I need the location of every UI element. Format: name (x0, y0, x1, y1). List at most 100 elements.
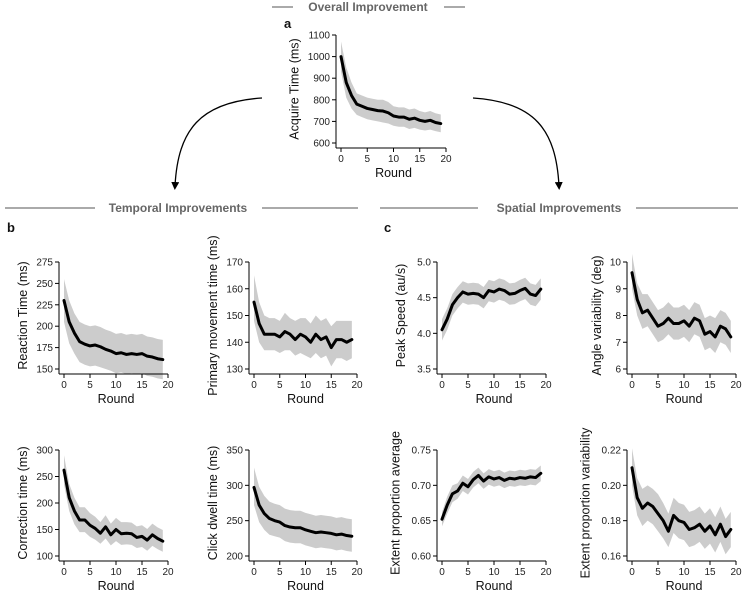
x-tick-label: 15 (136, 380, 148, 391)
mean-line (440, 471, 543, 521)
y-tick-label: 250 (226, 516, 243, 527)
x-tick-label: 5 (87, 380, 93, 391)
confidence-band (254, 275, 352, 367)
y-tick-label: 9 (615, 284, 621, 295)
y-tick-label: 160 (226, 284, 243, 295)
x-tick-label: 0 (251, 567, 257, 578)
x-tick-label: 5 (655, 380, 661, 391)
x-tick-label: 10 (488, 380, 500, 391)
x-tick-label: 15 (414, 154, 426, 165)
confidence-band (64, 279, 163, 380)
x-tick-label: 5 (277, 567, 283, 578)
y-tick-label: 0.20 (602, 481, 622, 492)
mean-line (440, 286, 543, 332)
y-tick-label: 10 (610, 258, 622, 269)
y-axis-title: Primary movement time (ms) (206, 235, 220, 395)
y-tick-label: 0.60 (412, 552, 432, 563)
arrow-to-spatial (472, 97, 563, 190)
panel-letter-a: a (284, 16, 292, 31)
y-tick-label: 0.22 (602, 446, 622, 457)
y-tick-label: 275 (36, 258, 53, 269)
x-tick-label: 0 (338, 154, 344, 165)
y-tick-label: 700 (313, 117, 330, 128)
x-tick-label: 10 (110, 567, 122, 578)
y-axis-title: Acquire Time (ms) (288, 38, 302, 139)
confidence-band (64, 455, 163, 552)
y-tick-label: 0.16 (602, 552, 622, 563)
mean-line (339, 55, 443, 126)
x-tick-label: 10 (300, 567, 312, 578)
x-tick-label: 20 (351, 567, 363, 578)
y-tick-label: 4.0 (417, 329, 431, 340)
y-tick-label: 200 (226, 552, 243, 563)
x-tick-label: 0 (439, 567, 445, 578)
chart-correction-time: 0 5 10 15 20 100 150 200 250 300 Round Correction t… (16, 446, 174, 592)
section-temporal-header: Temporal Improvements b (5, 201, 358, 235)
x-tick-label: 20 (162, 567, 174, 578)
mean-line (252, 300, 354, 350)
y-tick-label: 300 (36, 446, 53, 457)
chart-acquire-time: 0 5 10 15 20 600 700 800 900 1000 1100 Round Acquire… (288, 31, 452, 181)
x-tick-label: 20 (730, 380, 742, 391)
x-tick-label: 15 (326, 380, 338, 391)
y-tick-label: 1000 (308, 52, 331, 63)
x-tick-label: 20 (162, 380, 174, 391)
y-tick-label: 800 (313, 95, 330, 106)
x-tick-label: 15 (704, 380, 716, 391)
y-tick-label: 225 (36, 300, 53, 311)
x-tick-label: 5 (465, 380, 471, 391)
x-tick-label: 15 (514, 380, 526, 391)
panel-letter-b: b (7, 220, 15, 235)
x-tick-label: 0 (629, 567, 635, 578)
x-tick-label: 20 (440, 154, 452, 165)
y-axis-title: Extent proportion variability (579, 427, 593, 579)
y-tick-label: 350 (226, 446, 243, 457)
x-tick-label: 10 (488, 567, 500, 578)
x-axis-title: Round (375, 166, 412, 180)
x-tick-label: 20 (540, 567, 552, 578)
x-tick-label: 0 (439, 380, 445, 391)
mean-line (62, 468, 165, 543)
y-axis-title: Reaction Time (ms) (16, 261, 30, 369)
x-tick-label: 0 (251, 380, 257, 391)
x-tick-label: 0 (61, 567, 67, 578)
y-axis-title: Extent proportion average (389, 431, 403, 575)
temporal-title: Temporal Improvements (109, 201, 248, 215)
x-tick-label: 5 (87, 567, 93, 578)
y-tick-label: 250 (36, 279, 53, 290)
x-tick-label: 5 (277, 380, 283, 391)
confidence-band (254, 467, 352, 552)
y-axis-title: Peak Speed (au/s) (394, 264, 408, 368)
x-tick-label: 10 (678, 380, 690, 391)
x-tick-label: 20 (351, 380, 363, 391)
y-tick-label: 4.5 (417, 293, 431, 304)
mean-line (252, 485, 354, 538)
spatial-title: Spatial Improvements (497, 201, 622, 215)
y-tick-label: 8 (615, 311, 621, 322)
x-axis-title: Round (476, 579, 513, 592)
mean-line (62, 299, 165, 362)
y-tick-label: 250 (36, 472, 53, 483)
x-tick-label: 10 (300, 380, 312, 391)
chart-extent-proportion-average: 0 5 10 15 20 0.60 0.65 0.70 0.75 Round Extent prop… (389, 431, 552, 592)
overall-title: Overall Improvement (308, 0, 427, 14)
arrow-to-temporal (171, 97, 263, 190)
x-tick-label: 15 (514, 567, 526, 578)
chart-peak-speed: 0 5 10 15 20 3.5 4.0 4.5 5.0 Round Peak Speed (au/… (394, 258, 552, 407)
y-tick-label: 300 (226, 481, 243, 492)
confidence-band (442, 277, 541, 341)
chart-extent-proportion-variability: 0 5 10 15 20 0.16 0.18 0.20 0.22 Round Extent prop… (579, 427, 742, 592)
y-tick-label: 150 (226, 311, 243, 322)
y-tick-label: 0.65 (412, 516, 432, 527)
x-axis-title: Round (287, 579, 324, 592)
x-tick-label: 15 (136, 567, 148, 578)
x-tick-label: 5 (364, 154, 370, 165)
x-tick-label: 15 (326, 567, 338, 578)
chart-click-dwell-time: 0 5 10 15 20 200 250 300 350 Round Click dwell tim… (206, 446, 363, 592)
y-tick-label: 0.18 (602, 516, 622, 527)
mean-line (630, 271, 733, 339)
x-axis-title: Round (666, 579, 703, 592)
y-tick-label: 140 (226, 338, 243, 349)
